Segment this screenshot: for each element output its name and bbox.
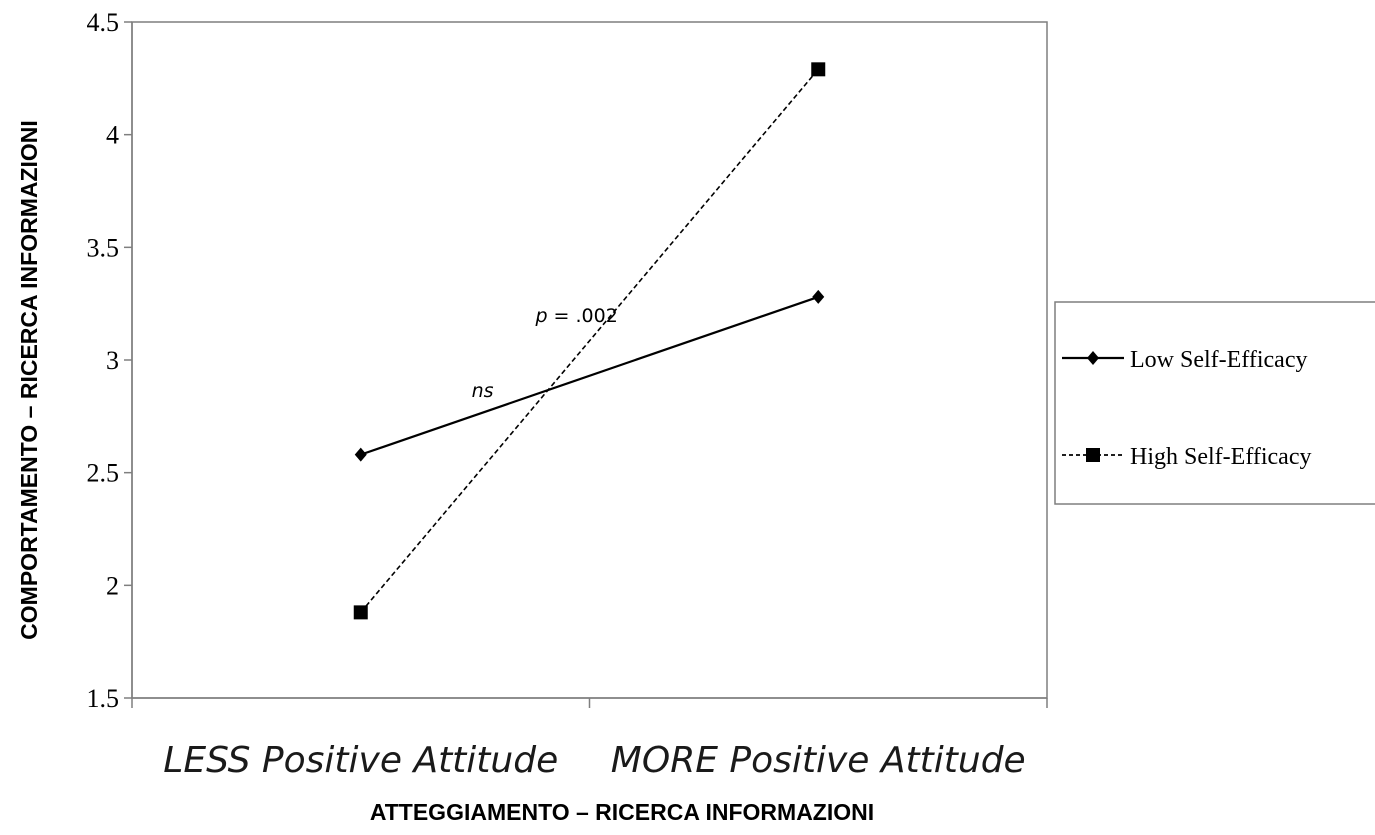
x-axis-ticks: LESS Positive Attitude MORE Positive Atti…	[131, 698, 1048, 781]
y-tick-label: 1.5	[87, 684, 120, 713]
annotation-italic: ns	[472, 380, 494, 402]
y-tick-label: 4.5	[87, 8, 120, 37]
x-category-label: LESS Positive Attitude	[163, 740, 558, 781]
series-line-1	[360, 68, 819, 613]
legend-label: Low Self-Efficacy	[1130, 347, 1307, 373]
series-layer	[353, 62, 826, 620]
annotation-text: = .002	[548, 305, 618, 327]
y-tick-label: 3.5	[87, 233, 120, 262]
y-tick-label: 2	[106, 571, 119, 600]
annotation-label: p = .002	[534, 305, 617, 327]
legend-marker	[1086, 448, 1100, 462]
annotation-layer: p = .002 ns	[472, 305, 618, 402]
y-tick-label: 3	[106, 346, 119, 375]
legend-marker	[1087, 351, 1099, 365]
x-category-label: MORE Positive Attitude	[611, 740, 1026, 781]
x-axis-title: ATTEGGIAMENTO – RICERCA INFORMAZIONI	[370, 799, 874, 825]
legend: Low Self-Efficacy High Self-Efficacy	[1054, 301, 1375, 505]
annotation-italic: p	[534, 305, 547, 327]
annotation-label: ns	[472, 380, 494, 402]
legend-label: High Self-Efficacy	[1130, 444, 1312, 470]
data-point	[354, 447, 367, 462]
y-tick-label: 2.5	[87, 459, 120, 488]
data-point	[812, 289, 825, 304]
plot-area	[131, 21, 1048, 699]
data-point	[353, 605, 368, 620]
y-tick-label: 4	[106, 121, 119, 150]
y-axis-title: COMPORTAMENTO – RICERCA INFORMAZIONI	[16, 120, 42, 640]
legend-box	[1054, 301, 1375, 505]
series-line-0	[360, 295, 819, 456]
y-axis-ticks: 1.5 2 2.5 3 3.5 4 4.5	[87, 8, 132, 713]
data-point	[811, 62, 826, 77]
